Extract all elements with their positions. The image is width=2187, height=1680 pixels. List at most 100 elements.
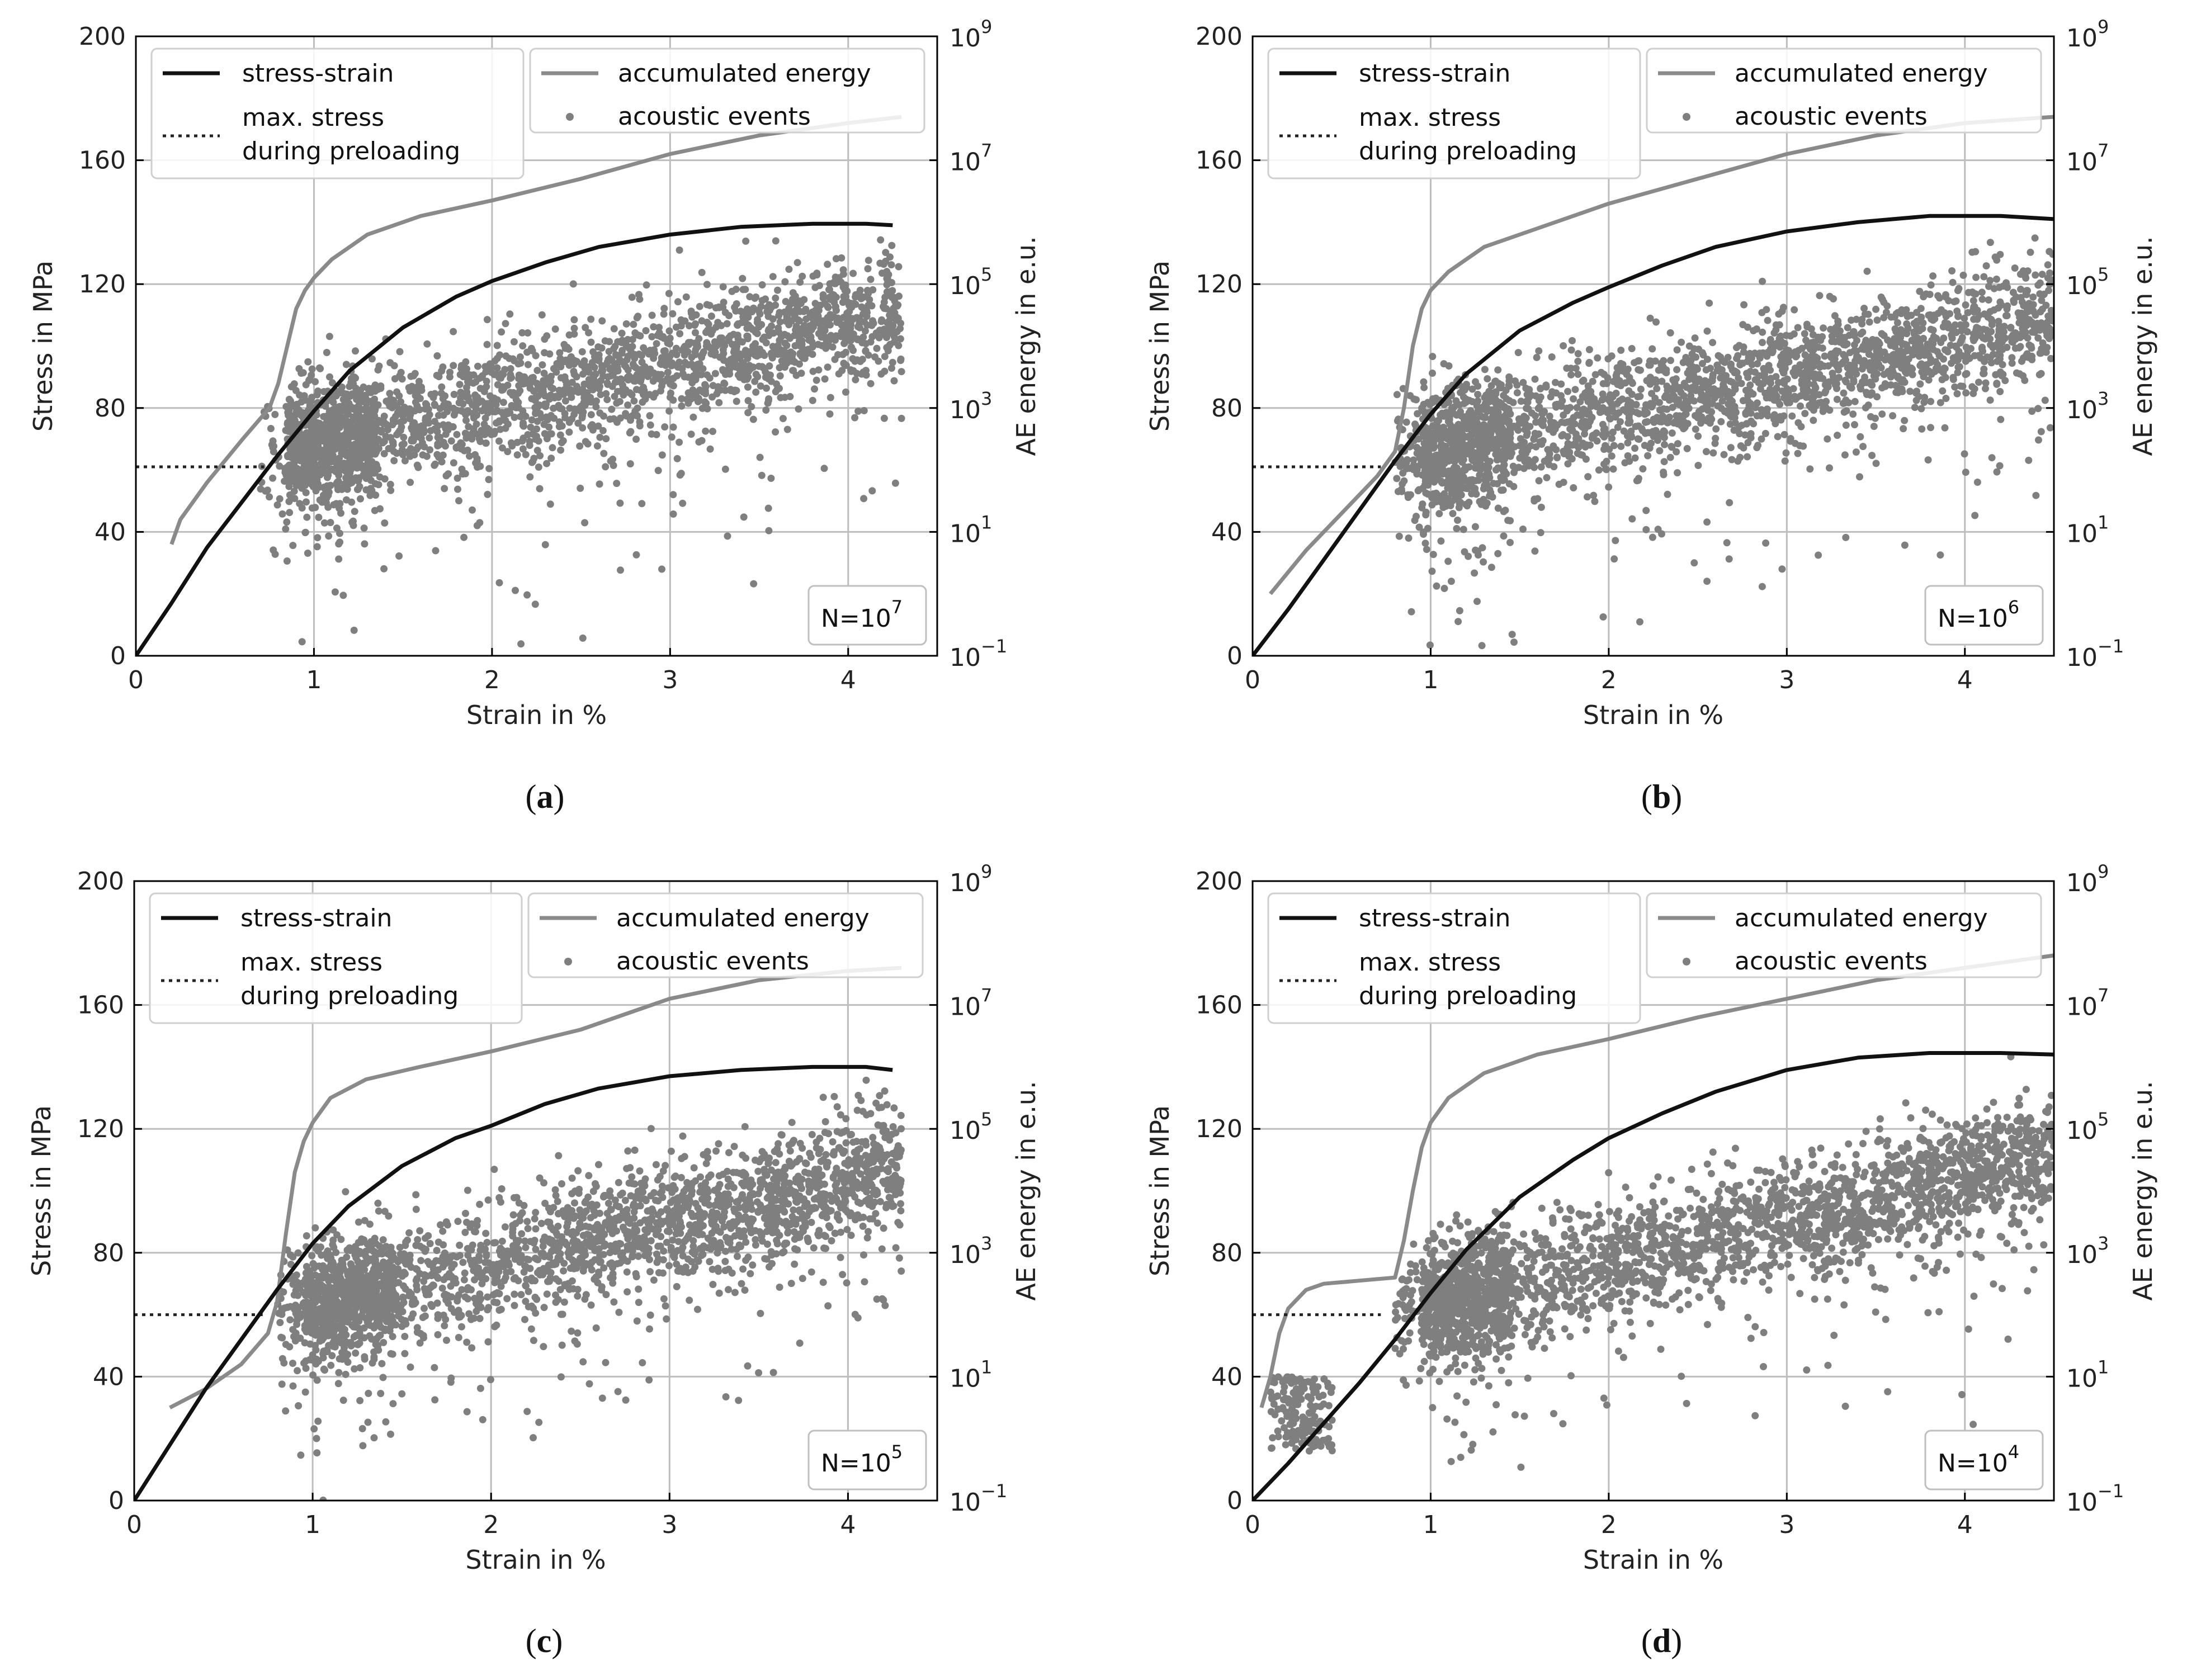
acoustic-event-point [725, 312, 733, 319]
acoustic-event-point [750, 580, 758, 588]
acoustic-event-point [1704, 406, 1712, 414]
acoustic-event-point [1414, 487, 1422, 495]
acoustic-event-point [824, 363, 832, 371]
acoustic-event-point [880, 414, 888, 422]
acoustic-event-point [1999, 361, 2006, 368]
acoustic-event-point [2037, 370, 2045, 377]
legend-left-box [150, 48, 525, 179]
acoustic-event-point [739, 313, 747, 321]
acoustic-event-point [1798, 380, 1806, 388]
acoustic-event-point [2027, 248, 2034, 256]
acoustic-event-point [490, 430, 498, 438]
acoustic-event-point [1509, 399, 1517, 406]
acoustic-event-point [618, 376, 626, 384]
acoustic-event-point [646, 365, 654, 373]
acoustic-event-point [350, 626, 358, 634]
acoustic-event-point [650, 323, 658, 331]
acoustic-event-point [455, 399, 463, 406]
acoustic-event-point [1925, 376, 1933, 384]
acoustic-event-point [337, 509, 344, 517]
acoustic-event-point [436, 405, 444, 413]
acoustic-event-point [313, 543, 321, 551]
acoustic-event-point [1571, 386, 1579, 394]
acoustic-event-point [714, 319, 722, 326]
acoustic-event-point [867, 276, 875, 283]
acoustic-event-point [455, 497, 462, 505]
acoustic-event-point [457, 407, 465, 415]
acoustic-event-point [856, 289, 863, 297]
acoustic-event-point [678, 365, 686, 372]
acoustic-event-point [498, 328, 506, 336]
acoustic-event-point [809, 396, 816, 404]
y2-tick-label-exponent: 7 [981, 140, 992, 162]
cycle-annotation-label-base: N=10 [821, 604, 891, 633]
acoustic-event-point [1937, 339, 1945, 346]
acoustic-event-point [418, 439, 426, 447]
acoustic-event-point [1666, 453, 1674, 461]
acoustic-event-point [638, 500, 646, 508]
acoustic-event-point [1660, 357, 1668, 365]
acoustic-event-point [1870, 365, 1878, 373]
acoustic-event-point [665, 327, 673, 335]
acoustic-event-point [556, 349, 564, 357]
acoustic-event-point [447, 437, 455, 445]
acoustic-event-point [603, 379, 611, 387]
acoustic-event-point [1617, 442, 1625, 450]
acoustic-event-point [368, 486, 376, 494]
acoustic-event-point [1393, 391, 1401, 399]
acoustic-event-point [347, 466, 355, 474]
acoustic-event-point [1589, 377, 1596, 385]
acoustic-event-point [1961, 450, 1968, 458]
acoustic-event-point [1492, 466, 1500, 474]
acoustic-event-point [1492, 388, 1500, 396]
acoustic-event-point [1739, 359, 1746, 367]
acoustic-event-point [382, 420, 390, 428]
acoustic-event-point [573, 373, 580, 381]
acoustic-event-point [528, 395, 536, 403]
acoustic-event-point [1636, 618, 1643, 626]
acoustic-event-point [604, 373, 612, 381]
acoustic-event-point [1890, 359, 1897, 367]
acoustic-event-point [1778, 565, 1786, 573]
acoustic-event-point [890, 377, 898, 385]
acoustic-event-point [1873, 316, 1881, 324]
acoustic-event-point [873, 344, 881, 352]
acoustic-event-point [800, 354, 807, 362]
acoustic-event-point [1461, 386, 1468, 394]
acoustic-event-point [353, 408, 361, 416]
acoustic-event-point [314, 442, 322, 449]
acoustic-event-point [367, 442, 375, 449]
acoustic-event-point [502, 424, 509, 432]
x-tick-label: 3 [662, 666, 678, 694]
acoustic-event-point [315, 450, 323, 458]
acoustic-event-point [551, 325, 559, 333]
acoustic-event-point [1612, 537, 1619, 545]
acoustic-event-point [1863, 391, 1870, 398]
acoustic-event-point [426, 434, 433, 442]
acoustic-event-point [1941, 424, 1949, 432]
acoustic-event-point [509, 391, 517, 399]
acoustic-event-point [772, 237, 780, 245]
acoustic-event-point [2025, 341, 2033, 349]
acoustic-event-point [660, 305, 668, 313]
acoustic-event-point [292, 421, 300, 429]
acoustic-event-point [2003, 305, 2011, 313]
acoustic-event-point [1893, 382, 1901, 390]
acoustic-event-point [442, 400, 450, 408]
acoustic-event-point [588, 359, 596, 366]
acoustic-event-point [1599, 613, 1607, 621]
y2-tick-label-exponent: 1 [981, 512, 992, 533]
acoustic-event-point [1978, 288, 1986, 296]
acoustic-event-point [733, 300, 740, 307]
acoustic-event-point [592, 403, 600, 411]
acoustic-event-point [632, 551, 640, 559]
acoustic-event-point [1472, 477, 1480, 485]
acoustic-event-point [1798, 344, 1806, 352]
acoustic-event-point [1402, 458, 1410, 466]
acoustic-event-point [450, 459, 457, 467]
acoustic-event-point [530, 387, 538, 395]
acoustic-event-point [1712, 425, 1720, 433]
acoustic-event-point [1648, 403, 1656, 411]
acoustic-event-point [622, 320, 630, 328]
acoustic-event-point [721, 465, 729, 473]
